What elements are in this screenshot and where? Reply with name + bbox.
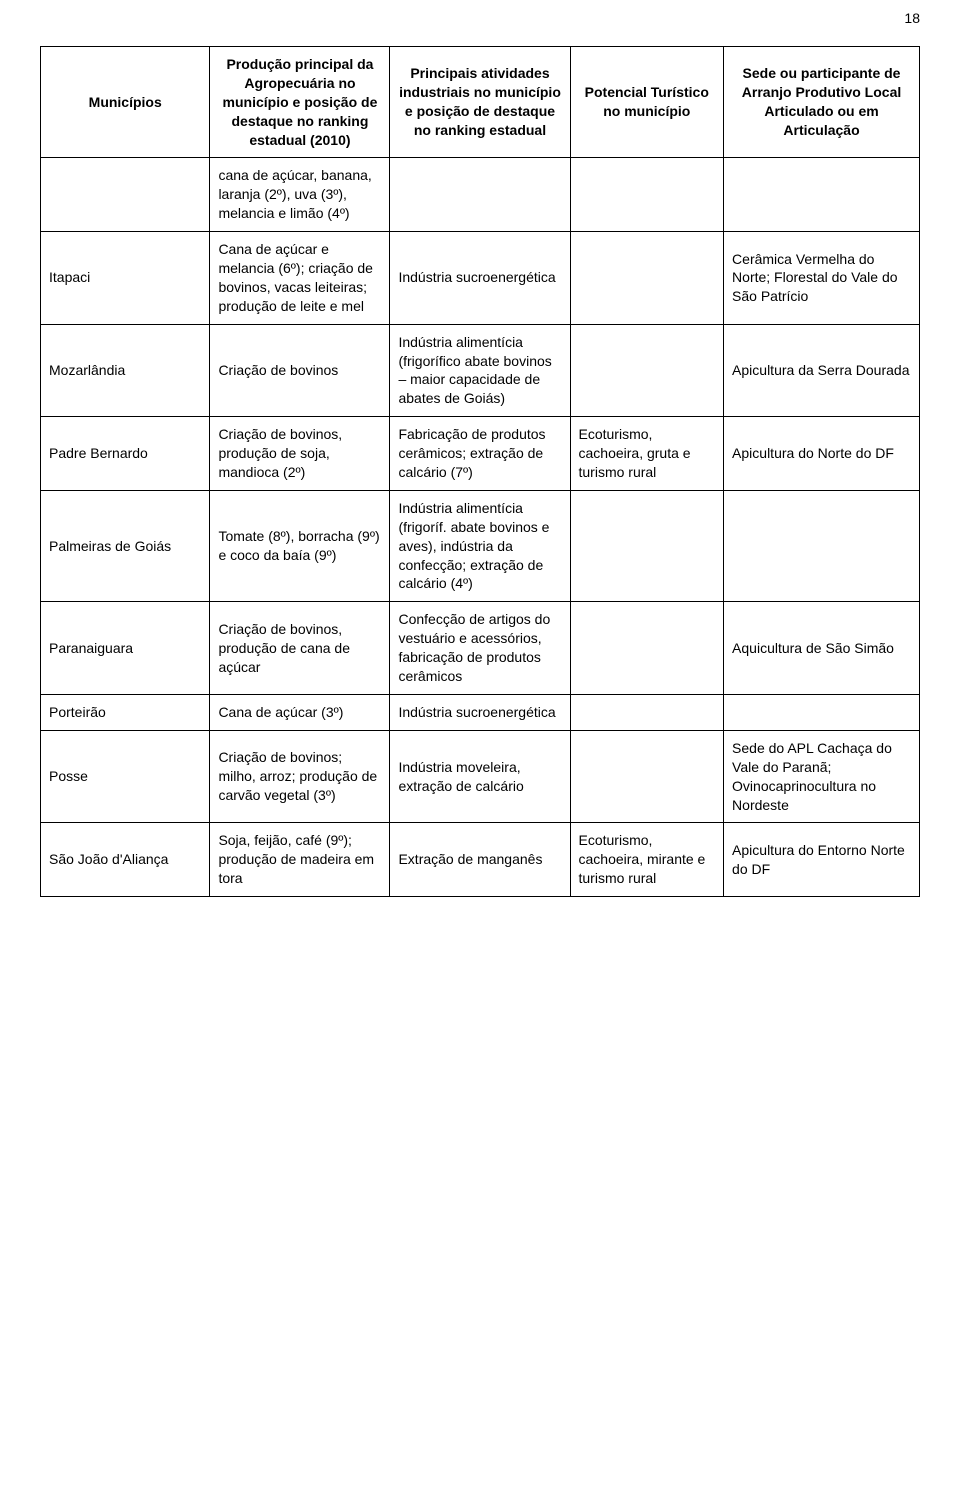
cell-muni: Itapaci xyxy=(41,232,210,325)
cell-ind: Indústria alimentícia (frigorífico abate… xyxy=(390,324,570,417)
cell-agro: Cana de açúcar e melancia (6º); criação … xyxy=(210,232,390,325)
cell-ind: Indústria sucroenergética xyxy=(390,694,570,730)
header-industriais: Principais atividades industriais no mun… xyxy=(390,47,570,158)
cell-ind: Extração de manganês xyxy=(390,823,570,897)
cell-ind xyxy=(390,158,570,232)
cell-muni: Mozarlândia xyxy=(41,324,210,417)
cell-apl: Apicultura do Norte do DF xyxy=(724,417,920,491)
cell-apl: Sede do APL Cachaça do Vale do Paranã; O… xyxy=(724,730,920,823)
cell-ind: Indústria alimentícia (frigoríf. abate b… xyxy=(390,490,570,601)
header-apl: Sede ou participante de Arranjo Produtiv… xyxy=(724,47,920,158)
cell-tur xyxy=(570,602,724,695)
cell-muni: Palmeiras de Goiás xyxy=(41,490,210,601)
cell-tur xyxy=(570,730,724,823)
table-row: Mozarlândia Criação de bovinos Indústria… xyxy=(41,324,920,417)
table-row: São João d'Aliança Soja, feijão, café (9… xyxy=(41,823,920,897)
cell-tur xyxy=(570,158,724,232)
table-row: Paranaiguara Criação de bovinos, produçã… xyxy=(41,602,920,695)
table-row: Posse Criação de bovinos; milho, arroz; … xyxy=(41,730,920,823)
cell-tur xyxy=(570,232,724,325)
cell-muni: Padre Bernardo xyxy=(41,417,210,491)
cell-agro: Criação de bovinos; milho, arroz; produç… xyxy=(210,730,390,823)
cell-apl: Cerâmica Vermelha do Norte; Florestal do… xyxy=(724,232,920,325)
header-municipios: Municípios xyxy=(41,47,210,158)
cell-apl xyxy=(724,490,920,601)
cell-muni: Posse xyxy=(41,730,210,823)
cell-apl xyxy=(724,694,920,730)
cell-agro: Criação de bovinos, produção de cana de … xyxy=(210,602,390,695)
header-agropecuaria: Produção principal da Agropecuária no mu… xyxy=(210,47,390,158)
table-row: Padre Bernardo Criação de bovinos, produ… xyxy=(41,417,920,491)
cell-muni: São João d'Aliança xyxy=(41,823,210,897)
table-row: cana de açúcar, banana, laranja (2º), uv… xyxy=(41,158,920,232)
cell-agro: Tomate (8º), borracha (9º) e coco da baí… xyxy=(210,490,390,601)
cell-apl xyxy=(724,158,920,232)
header-turistico: Potencial Turístico no município xyxy=(570,47,724,158)
cell-tur xyxy=(570,694,724,730)
cell-muni: Porteirão xyxy=(41,694,210,730)
cell-ind: Confecção de artigos do vestuário e aces… xyxy=(390,602,570,695)
cell-agro: Criação de bovinos, produção de soja, ma… xyxy=(210,417,390,491)
cell-agro: Criação de bovinos xyxy=(210,324,390,417)
cell-tur xyxy=(570,324,724,417)
cell-muni xyxy=(41,158,210,232)
cell-ind: Fabricação de produtos cerâmicos; extraç… xyxy=(390,417,570,491)
municipios-table: Municípios Produção principal da Agropec… xyxy=(40,46,920,897)
table-row: Itapaci Cana de açúcar e melancia (6º); … xyxy=(41,232,920,325)
cell-tur xyxy=(570,490,724,601)
cell-agro: cana de açúcar, banana, laranja (2º), uv… xyxy=(210,158,390,232)
table-row: Porteirão Cana de açúcar (3º) Indústria … xyxy=(41,694,920,730)
cell-apl: Apicultura do Entorno Norte do DF xyxy=(724,823,920,897)
cell-apl: Aquicultura de São Simão xyxy=(724,602,920,695)
page-number: 18 xyxy=(0,0,960,46)
cell-apl: Apicultura da Serra Dourada xyxy=(724,324,920,417)
cell-agro: Cana de açúcar (3º) xyxy=(210,694,390,730)
cell-muni: Paranaiguara xyxy=(41,602,210,695)
cell-ind: Indústria moveleira, extração de calcári… xyxy=(390,730,570,823)
table-header-row: Municípios Produção principal da Agropec… xyxy=(41,47,920,158)
cell-tur: Ecoturismo, cachoeira, gruta e turismo r… xyxy=(570,417,724,491)
cell-ind: Indústria sucroenergética xyxy=(390,232,570,325)
cell-agro: Soja, feijão, café (9º); produção de mad… xyxy=(210,823,390,897)
table-row: Palmeiras de Goiás Tomate (8º), borracha… xyxy=(41,490,920,601)
cell-tur: Ecoturismo, cachoeira, mirante e turismo… xyxy=(570,823,724,897)
